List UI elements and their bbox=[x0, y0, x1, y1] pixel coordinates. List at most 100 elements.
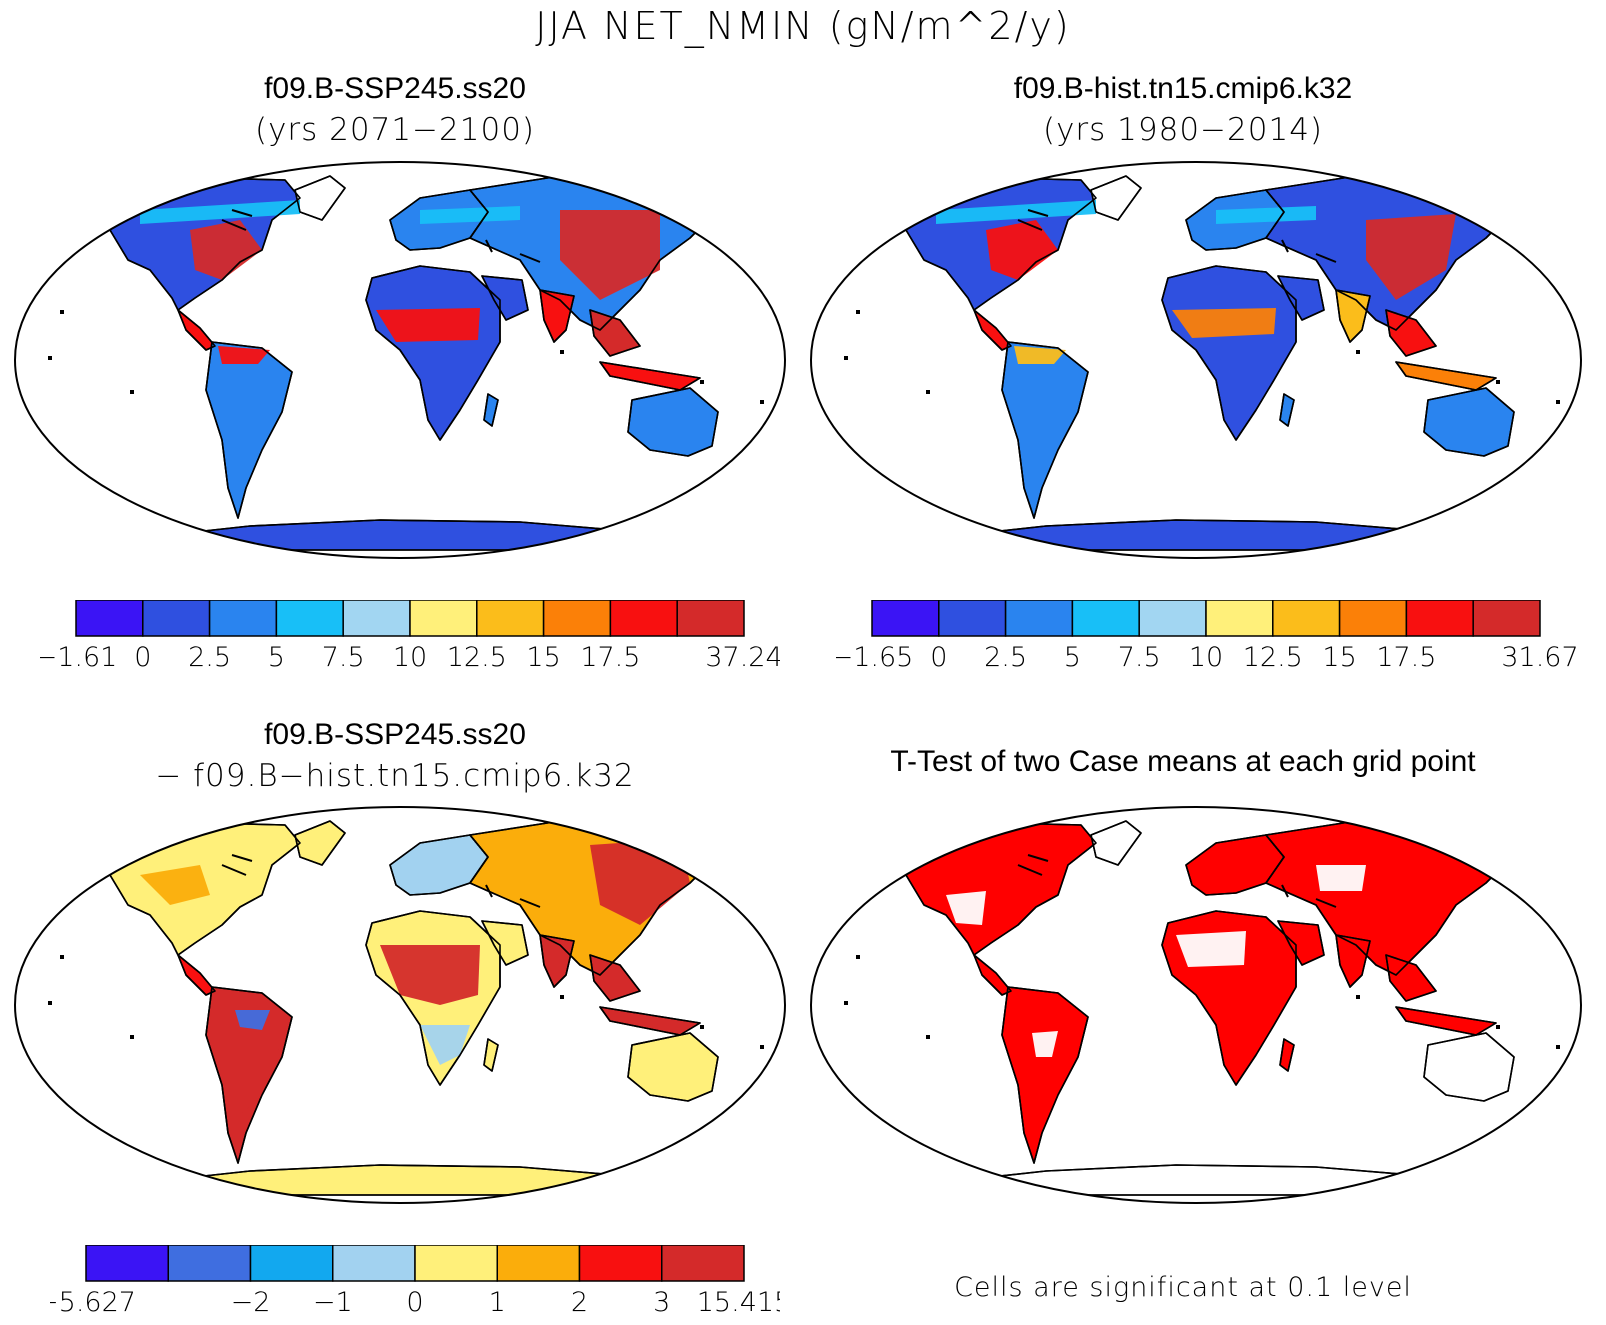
colorbar-tick-label: 3 bbox=[653, 1287, 670, 1318]
island-mark bbox=[844, 1001, 848, 1005]
panel-1-subtitle: (yrs 2071−2100) bbox=[254, 112, 536, 148]
colorbar-tick-label: −1.61 bbox=[40, 642, 117, 673]
coastline-southAmerica bbox=[1001, 986, 1089, 1164]
field-patch bbox=[1014, 346, 1066, 364]
colorbar-box bbox=[1472, 600, 1541, 637]
island-mark bbox=[1496, 380, 1500, 384]
colorbar-box bbox=[661, 1245, 745, 1282]
map-frame bbox=[810, 806, 1582, 1204]
island-mark bbox=[48, 356, 52, 360]
colorbar-tick-label: 17.5 bbox=[1376, 642, 1436, 673]
coastline-australia bbox=[1423, 1032, 1515, 1102]
colorbar-tick-label: 7.5 bbox=[322, 642, 365, 673]
colorbar-box bbox=[609, 600, 678, 637]
colorbar-tick-label: 5 bbox=[268, 642, 285, 673]
coastline-seAsia bbox=[1385, 954, 1437, 1002]
great-lakes-outline bbox=[1017, 854, 1049, 876]
island-mark bbox=[560, 995, 564, 999]
colorbar-box bbox=[167, 1245, 252, 1282]
field-patch bbox=[190, 220, 262, 280]
coastline-greenland bbox=[294, 175, 346, 221]
field-patch bbox=[230, 1045, 280, 1115]
colorbar-tick-label: 15.415 bbox=[697, 1287, 780, 1318]
island-mark bbox=[760, 400, 764, 404]
colorbar-tick-label: 0 bbox=[930, 642, 947, 673]
coastline-australia bbox=[627, 1032, 719, 1102]
coastline-arabia bbox=[1277, 920, 1325, 966]
map-frame bbox=[810, 161, 1582, 559]
great-lakes-outline bbox=[221, 209, 253, 231]
island-mark bbox=[1556, 400, 1560, 404]
colorbar-box bbox=[1338, 600, 1408, 637]
field-patch bbox=[936, 200, 1096, 224]
colorbar-box bbox=[208, 600, 278, 637]
significance-note: Cells are significant at 0.1 level bbox=[954, 1272, 1412, 1303]
island-mark bbox=[1356, 350, 1360, 354]
island-mark bbox=[856, 310, 860, 314]
colorbar-box bbox=[142, 600, 211, 637]
map-frame bbox=[14, 806, 786, 1204]
colorbar-tick-label: 12.5 bbox=[1243, 642, 1303, 673]
map-frame bbox=[14, 161, 786, 559]
field-patch bbox=[986, 220, 1058, 280]
colorbar-tick-label: −2 bbox=[231, 1287, 271, 1318]
coastline-australia bbox=[1423, 387, 1515, 457]
colorbar-tick-label: 5 bbox=[1064, 642, 1081, 673]
island-mark bbox=[48, 1001, 52, 1005]
island-mark bbox=[700, 1025, 704, 1029]
island-mark bbox=[130, 1035, 134, 1039]
colorbar-box bbox=[1272, 600, 1341, 637]
colorbar-box bbox=[1205, 600, 1274, 637]
colorbar-box bbox=[342, 600, 411, 637]
field-patch bbox=[1216, 206, 1316, 224]
colorbar-box bbox=[871, 600, 940, 637]
island-mark bbox=[1486, 1165, 1490, 1169]
field-patch bbox=[1176, 931, 1246, 967]
island-mark bbox=[926, 1035, 930, 1039]
coastline-arabia bbox=[481, 920, 529, 966]
colorbar-tick-label: 12.5 bbox=[447, 642, 507, 673]
field-patch bbox=[420, 206, 520, 224]
field-patch bbox=[1366, 214, 1456, 300]
panel-4-map bbox=[810, 806, 1582, 1204]
field-patch bbox=[380, 945, 480, 1005]
island-mark bbox=[844, 356, 848, 360]
colorbar-box bbox=[85, 1245, 169, 1282]
colorbar-tick-label: 1 bbox=[489, 1287, 506, 1318]
field-patch bbox=[235, 1010, 270, 1030]
coastline-arabia bbox=[481, 275, 529, 321]
coastline-seAsia bbox=[589, 954, 641, 1002]
colorbar-box bbox=[542, 600, 612, 637]
colorbar-box bbox=[414, 1245, 498, 1282]
coastline-seAsia bbox=[1385, 309, 1437, 357]
field-patch bbox=[420, 1025, 470, 1065]
panel-2-colorbar: −1.65 0 2.5 5 7.5 10 12.5 15 17.5 31.67 bbox=[836, 600, 1576, 673]
island-mark bbox=[560, 350, 564, 354]
coastline-arabia bbox=[1277, 275, 1325, 321]
field-patch bbox=[1032, 1031, 1058, 1057]
colorbar-tick-label: 7.5 bbox=[1118, 642, 1161, 673]
figure-title: JJA NET_NMIN (gN/m^2/y) bbox=[535, 4, 1071, 48]
colorbar-box bbox=[578, 1245, 663, 1282]
caspian-outline bbox=[485, 884, 541, 908]
colorbar-tick-label: −1.65 bbox=[836, 642, 913, 673]
island-mark bbox=[1556, 1045, 1560, 1049]
coastline-southAmerica bbox=[1001, 341, 1089, 519]
island-mark bbox=[1496, 1025, 1500, 1029]
colorbar-tick-label: 31.67 bbox=[1501, 642, 1576, 673]
colorbar-box bbox=[75, 600, 144, 637]
panel-3-map bbox=[14, 806, 786, 1204]
coastline-greenland bbox=[1090, 175, 1142, 221]
coastline-india bbox=[1335, 934, 1371, 988]
coastline-africa bbox=[365, 265, 501, 441]
colorbar-box bbox=[332, 1245, 416, 1282]
colorbar-tick-label: 10 bbox=[393, 642, 427, 673]
panel-3-colorbar: −5.627 −2 −1 0 1 2 3 15.415 bbox=[50, 1245, 780, 1318]
field-patch bbox=[1316, 865, 1366, 891]
coastline-madagascar bbox=[483, 1038, 499, 1072]
colorbar-box bbox=[1138, 600, 1207, 637]
panel-2-title: f09.B-hist.tn15.cmip6.k32 bbox=[1013, 72, 1353, 105]
panel-3-subtitle: − f09.B−hist.tn15.cmip6.k32 bbox=[155, 758, 635, 794]
caspian-outline bbox=[485, 239, 541, 263]
panel-4-title: T-Test of two Case means at each grid po… bbox=[890, 745, 1476, 778]
